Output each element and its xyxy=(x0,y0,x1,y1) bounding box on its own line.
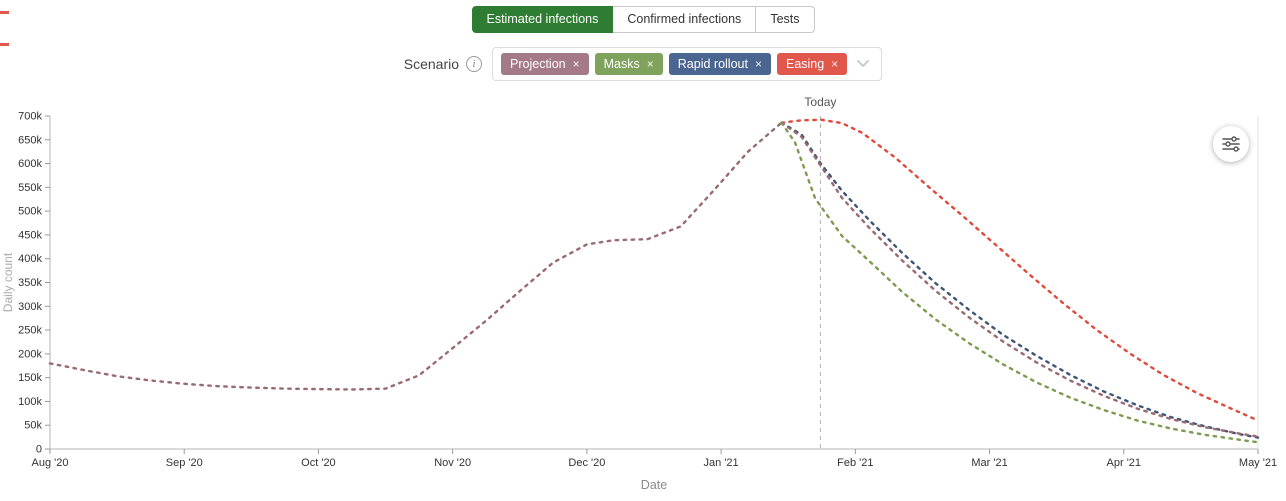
svg-text:Mar '21: Mar '21 xyxy=(971,457,1007,469)
svg-text:Jan '21: Jan '21 xyxy=(704,457,739,469)
tab-confirmed-infections[interactable]: Confirmed infections xyxy=(613,6,757,33)
svg-text:50k: 50k xyxy=(24,420,42,432)
svg-text:Apr '21: Apr '21 xyxy=(1107,457,1142,469)
scenario-row: Scenario i Projection × Masks × Rapid ro… xyxy=(0,47,1286,81)
tab-tests[interactable]: Tests xyxy=(756,6,815,33)
scenario-label: Scenario xyxy=(403,56,460,72)
chip-masks[interactable]: Masks × xyxy=(594,53,663,75)
chip-rapid-rollout[interactable]: Rapid rollout × xyxy=(668,53,771,75)
svg-text:100k: 100k xyxy=(18,396,42,408)
svg-text:Nov '20: Nov '20 xyxy=(434,457,471,469)
svg-text:Feb '21: Feb '21 xyxy=(837,457,873,469)
svg-text:May '21: May '21 xyxy=(1239,457,1277,469)
scenario-multiselect[interactable]: Projection × Masks × Rapid rollout × Eas… xyxy=(492,47,883,81)
remove-icon[interactable]: × xyxy=(754,57,762,71)
metric-tabs: Estimated infections Confirmed infection… xyxy=(0,0,1286,33)
chart-area: 0 50k 100k 150k 200k 250k 300k 350k 400k 450k 500k… xyxy=(0,94,1286,501)
chip-label: Projection xyxy=(510,57,566,71)
svg-text:600k: 600k xyxy=(18,158,42,170)
svg-text:Date: Date xyxy=(641,478,667,492)
svg-text:500k: 500k xyxy=(18,206,42,218)
svg-text:650k: 650k xyxy=(18,134,42,146)
svg-text:300k: 300k xyxy=(18,301,42,313)
chip-projection[interactable]: Projection × xyxy=(501,53,589,75)
chip-label: Rapid rollout xyxy=(677,57,748,71)
tab-estimated-infections[interactable]: Estimated infections xyxy=(471,6,614,33)
svg-text:Aug '20: Aug '20 xyxy=(32,457,69,469)
remove-icon[interactable]: × xyxy=(831,57,839,71)
chevron-down-icon[interactable] xyxy=(853,60,873,68)
chip-label: Masks xyxy=(603,57,640,71)
svg-text:450k: 450k xyxy=(18,229,42,241)
svg-text:Oct '20: Oct '20 xyxy=(301,457,336,469)
svg-text:0: 0 xyxy=(36,444,42,456)
remove-icon[interactable]: × xyxy=(646,57,654,71)
svg-text:700k: 700k xyxy=(18,111,42,123)
svg-text:Dec '20: Dec '20 xyxy=(568,457,605,469)
chart-svg: 0 50k 100k 150k 200k 250k 300k 350k 400k 450k 500k… xyxy=(1,95,1277,492)
svg-text:Daily count: Daily count xyxy=(1,252,15,312)
chart-settings-button[interactable] xyxy=(1213,126,1249,162)
svg-text:Sep '20: Sep '20 xyxy=(166,457,203,469)
svg-text:350k: 350k xyxy=(18,277,42,289)
chip-easing[interactable]: Easing × xyxy=(776,53,848,75)
left-edge-marker xyxy=(0,43,9,46)
svg-text:250k: 250k xyxy=(18,325,42,337)
info-icon[interactable]: i xyxy=(466,56,483,72)
svg-text:400k: 400k xyxy=(18,253,42,265)
svg-text:200k: 200k xyxy=(18,348,42,360)
svg-text:Today: Today xyxy=(804,95,836,109)
remove-icon[interactable]: × xyxy=(572,57,580,71)
svg-text:550k: 550k xyxy=(18,182,42,194)
sliders-icon xyxy=(1222,136,1240,152)
left-edge-marker xyxy=(0,11,9,14)
chip-label: Easing xyxy=(785,57,825,71)
svg-text:150k: 150k xyxy=(18,372,42,384)
